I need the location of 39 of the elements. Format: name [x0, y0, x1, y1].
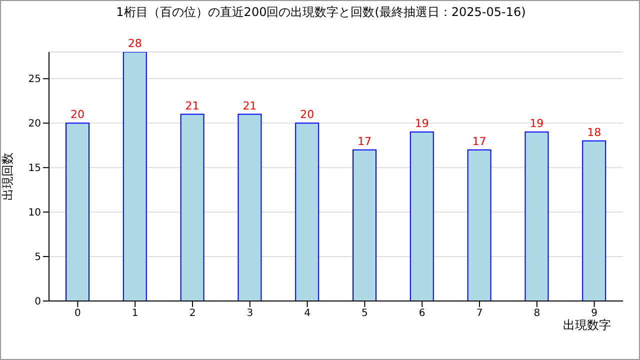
data-label: 17: [358, 134, 372, 148]
y-tick-label: 5: [34, 252, 41, 264]
y-tick-label: 10: [28, 208, 41, 219]
y-axis-title: 出現回数: [0, 152, 14, 200]
x-tick-label: 0: [74, 308, 81, 320]
bar: [524, 132, 549, 301]
x-tick-label: 9: [591, 308, 598, 320]
x-tick-label: 6: [418, 308, 426, 320]
bar: [122, 52, 147, 301]
data-label: 21: [242, 99, 257, 112]
bar: [410, 132, 434, 301]
data-label: 28: [128, 37, 142, 50]
y-tick-label: 25: [28, 74, 41, 86]
bar: [180, 114, 204, 301]
data-label: 20: [300, 108, 314, 122]
bar: [238, 114, 262, 301]
data-label: 19: [414, 117, 429, 130]
x-tick-label: 3: [246, 308, 254, 320]
bar: [295, 122, 320, 301]
y-tick-label: 0: [34, 296, 41, 308]
y-tick-label: 15: [28, 163, 41, 174]
x-axis-title: 出現数字: [563, 318, 611, 332]
data-label: 17: [472, 134, 486, 148]
bar: [352, 149, 376, 301]
data-label: 21: [185, 99, 200, 112]
data-label: 20: [70, 108, 84, 122]
x-tick-label: 4: [304, 308, 310, 320]
bar: [467, 149, 492, 301]
x-tick-label: 5: [362, 308, 368, 320]
data-label: 18: [587, 126, 602, 139]
bar: [66, 122, 90, 301]
x-tick-label: 2: [189, 308, 196, 320]
x-tick-label: 8: [534, 308, 540, 320]
data-label: 19: [530, 117, 544, 130]
bar: [582, 140, 606, 301]
x-tick-label: 1: [132, 308, 138, 320]
y-tick-label: 20: [28, 118, 41, 130]
chart-title: 1桁目（百の位）の直近200回の出現数字と回数(最終抽選日：2025-05-16): [115, 4, 527, 21]
x-tick-label: 7: [476, 308, 483, 320]
